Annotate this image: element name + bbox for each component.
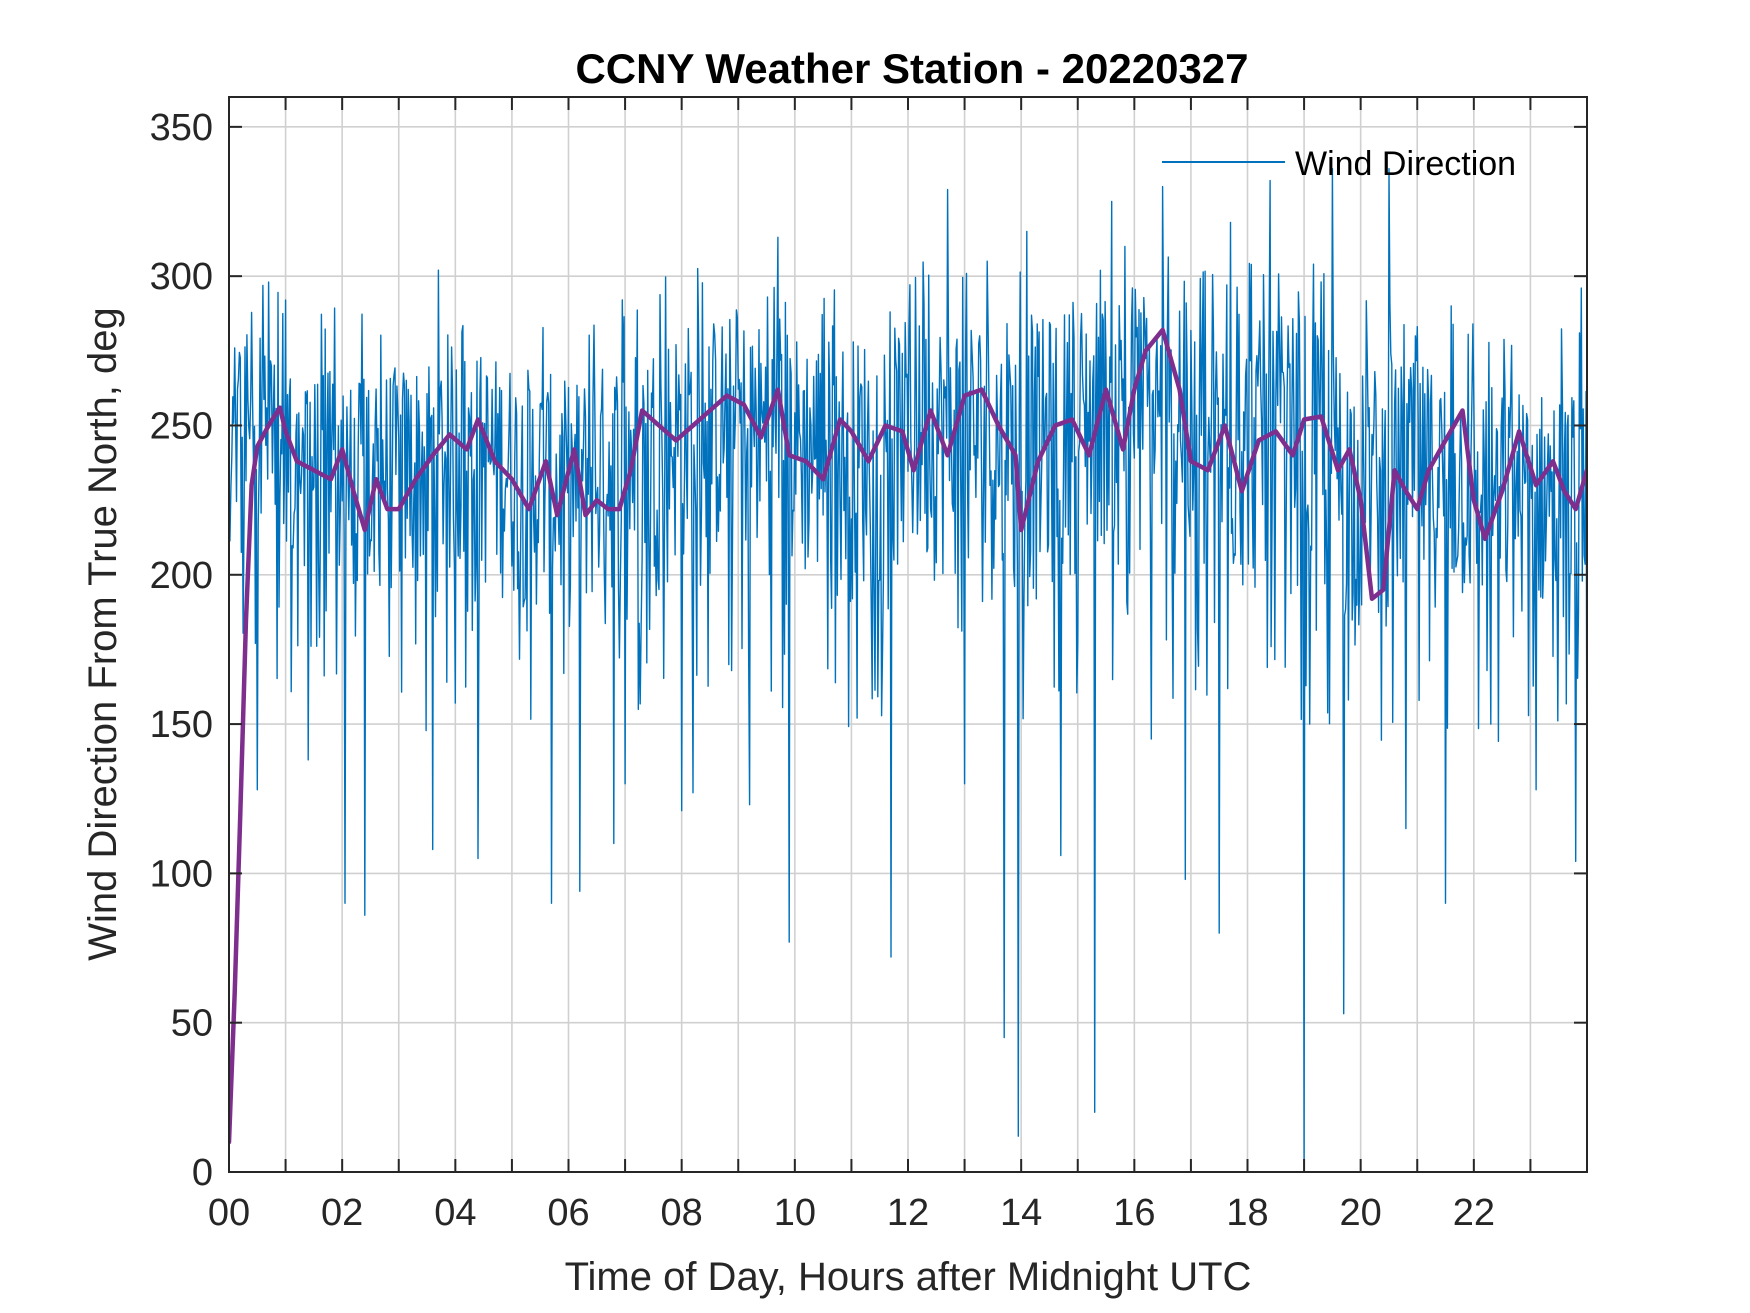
y-tick-label: 300 bbox=[150, 256, 213, 298]
x-tick-label: 00 bbox=[208, 1192, 250, 1234]
x-tick-label: 14 bbox=[1000, 1192, 1042, 1234]
y-tick-label: 0 bbox=[192, 1152, 213, 1194]
axis-ticks: 00 02 04 06 08 10 12 14 16 18 20 22 0 50 100 150 200 250 3… bbox=[150, 97, 1587, 1234]
y-tick-label: 50 bbox=[171, 1003, 213, 1045]
y-axis-label: Wind Direction From True North, deg bbox=[81, 307, 125, 961]
y-tick-label: 150 bbox=[150, 704, 213, 746]
x-tick-label: 20 bbox=[1340, 1192, 1382, 1234]
x-tick-label: 16 bbox=[1113, 1192, 1155, 1234]
x-tick-label: 06 bbox=[547, 1192, 589, 1234]
legend: Wind Direction bbox=[1162, 145, 1516, 183]
x-tick-label: 18 bbox=[1226, 1192, 1268, 1234]
legend-label-wind-direction: Wind Direction bbox=[1295, 145, 1516, 183]
x-tick-label: 22 bbox=[1453, 1192, 1495, 1234]
y-tick-label: 200 bbox=[150, 555, 213, 597]
x-axis-label: Time of Day, Hours after Midnight UTC bbox=[565, 1255, 1252, 1299]
x-tick-label: 12 bbox=[887, 1192, 929, 1234]
y-tick-label: 100 bbox=[150, 853, 213, 895]
x-tick-label: 10 bbox=[774, 1192, 816, 1234]
x-tick-label: 02 bbox=[321, 1192, 363, 1234]
chart-title: CCNY Weather Station - 20220327 bbox=[575, 45, 1248, 92]
data-layer bbox=[229, 168, 1587, 1164]
smoothed-wind-direction-series-line bbox=[229, 327, 1587, 1145]
y-tick-label: 350 bbox=[150, 107, 213, 149]
x-tick-label: 08 bbox=[661, 1192, 703, 1234]
y-tick-label: 250 bbox=[150, 405, 213, 447]
x-tick-label: 04 bbox=[434, 1192, 476, 1234]
